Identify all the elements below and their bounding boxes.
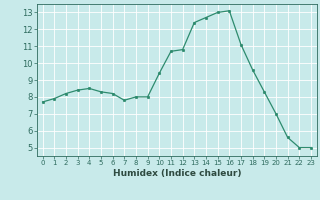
X-axis label: Humidex (Indice chaleur): Humidex (Indice chaleur) (113, 169, 241, 178)
